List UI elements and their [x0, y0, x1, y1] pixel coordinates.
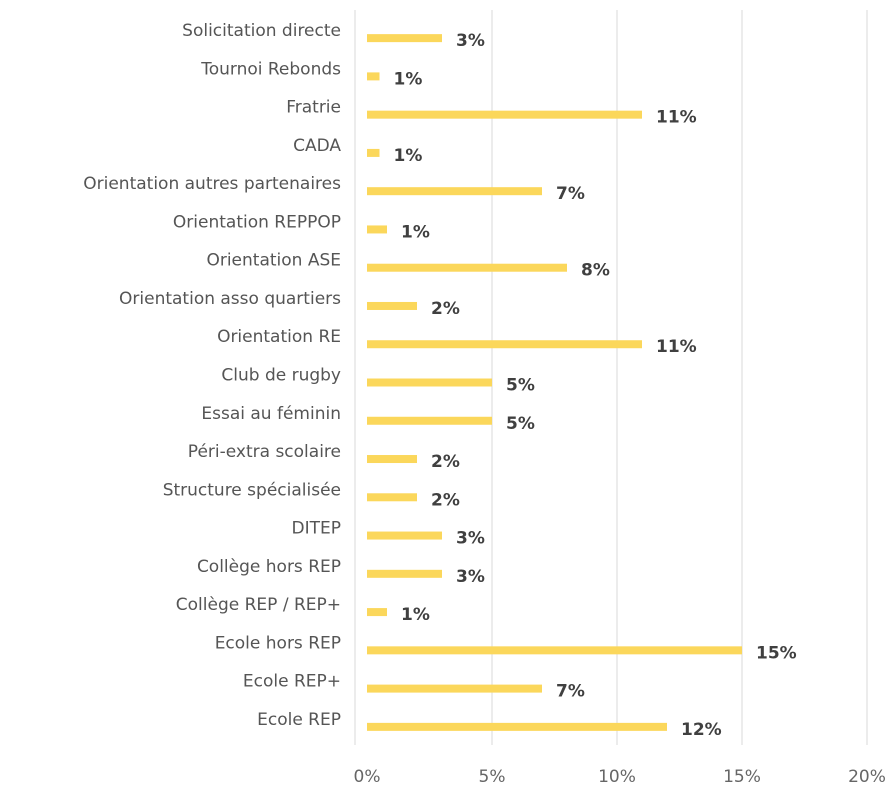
bar — [367, 34, 442, 43]
bar — [367, 340, 642, 349]
bar — [367, 493, 417, 502]
y-tick-label: Essai au féminin — [201, 404, 341, 424]
bar — [367, 263, 567, 272]
y-tick-label: Structure spécialisée — [163, 480, 341, 500]
bar — [367, 72, 380, 81]
y-tick-label: Orientation REPPOP — [173, 212, 341, 232]
value-label: 3% — [456, 31, 485, 51]
value-label: 2% — [431, 452, 460, 472]
value-label: 2% — [431, 490, 460, 510]
bar — [367, 531, 442, 540]
x-tick-label: 0% — [354, 767, 381, 785]
bar — [367, 416, 492, 425]
bar — [367, 455, 417, 464]
value-label: 15% — [756, 643, 797, 663]
value-label: 5% — [506, 376, 535, 396]
x-tick-label: 10% — [598, 767, 636, 785]
y-tick-label: Péri-extra scolaire — [188, 442, 341, 462]
bar — [367, 646, 742, 655]
y-tick-label: Solicitation directe — [182, 21, 341, 41]
y-tick-label: Orientation ASE — [206, 251, 341, 271]
value-label: 3% — [456, 567, 485, 587]
x-tick-label: 15% — [723, 767, 761, 785]
y-tick-label: Collège hors REP — [197, 557, 341, 577]
value-label: 1% — [401, 222, 430, 242]
y-tick-label: DITEP — [292, 519, 341, 539]
bar — [367, 225, 387, 234]
x-tick-label: 5% — [479, 767, 506, 785]
value-label: 11% — [656, 337, 697, 357]
y-tick-label: Club de rugby — [221, 366, 341, 386]
y-tick-label: Fratrie — [286, 98, 341, 118]
y-tick-label: Orientation autres partenaires — [83, 174, 341, 194]
y-tick-label: Ecole hors REP — [215, 633, 341, 653]
y-tick-label: Ecole REP — [257, 710, 341, 730]
bar — [367, 569, 442, 578]
y-tick-label: CADA — [293, 136, 341, 156]
value-label: 7% — [556, 682, 585, 702]
y-tick-label: Ecole REP+ — [243, 672, 341, 692]
bar — [367, 110, 642, 119]
value-label: 2% — [431, 299, 460, 319]
x-tick-label: 20% — [848, 767, 886, 785]
value-label: 5% — [506, 414, 535, 434]
value-label: 7% — [556, 184, 585, 204]
bar — [367, 722, 667, 731]
bar — [367, 187, 542, 196]
bar — [367, 684, 542, 693]
value-label: 8% — [581, 261, 610, 281]
y-tick-label: Orientation asso quartiers — [119, 289, 341, 309]
value-label: 1% — [401, 605, 430, 625]
bar — [367, 301, 417, 310]
bar — [367, 148, 380, 157]
bar — [367, 608, 387, 617]
value-label: 1% — [394, 146, 423, 166]
value-label: 1% — [394, 69, 423, 89]
value-label: 3% — [456, 529, 485, 549]
y-tick-label: Collège REP / REP+ — [176, 595, 341, 615]
bar — [367, 378, 492, 387]
y-tick-label: Orientation RE — [217, 327, 341, 347]
value-label: 11% — [656, 108, 697, 128]
value-label: 12% — [681, 720, 722, 740]
y-tick-label: Tournoi Rebonds — [200, 59, 341, 79]
